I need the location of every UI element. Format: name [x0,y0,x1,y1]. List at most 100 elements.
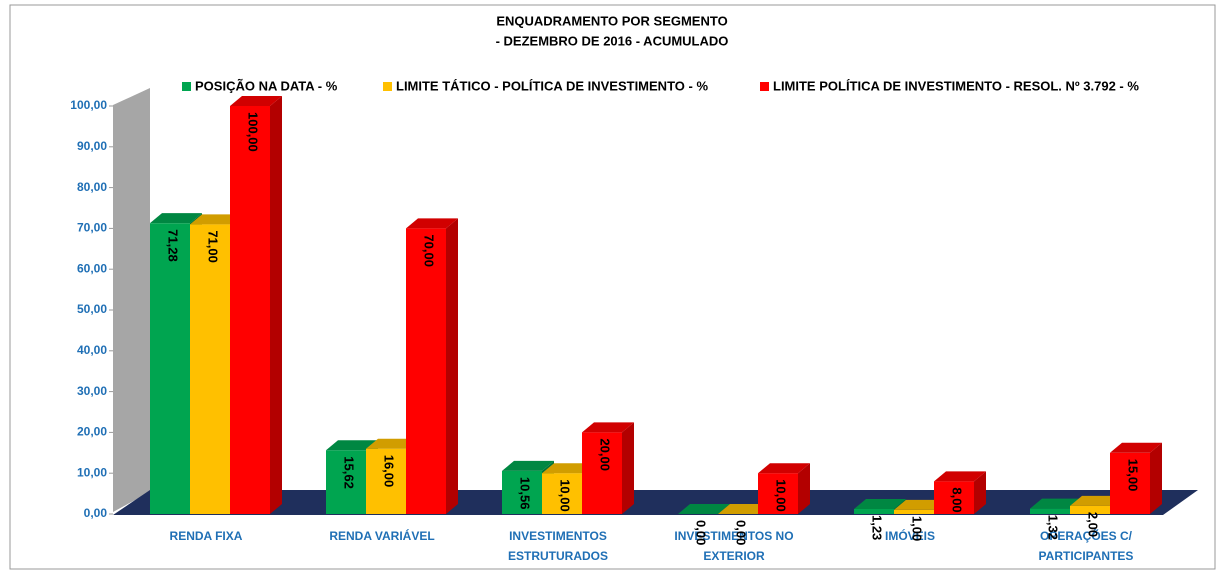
bar-side [798,463,810,514]
bar-top [934,471,986,482]
bar [718,504,770,514]
bar [758,463,810,514]
bar [934,471,986,514]
data-label: 70,00 [422,234,437,267]
bar-front [326,450,366,514]
legend-label: POSIÇÃO NA DATA - % [195,78,338,93]
data-label: 15,00 [1126,459,1141,492]
bar-top [230,96,282,106]
bar-top [718,504,770,514]
data-label: 1,00 [910,516,925,541]
x-tick-line: RENDA FIXA [170,529,243,543]
bar-top [1110,442,1162,453]
x-tick-label: IMÓVEIS [885,528,935,543]
y-tick-label: 90,00 [77,139,107,153]
bar-side [1150,442,1162,514]
bar-front [366,448,406,514]
bar-front [542,473,582,514]
bar-front [1070,505,1110,514]
bar [1110,442,1162,514]
bar [678,504,730,514]
bar-top [678,504,730,514]
bar-top [326,440,378,451]
y-tick-label: 80,00 [77,180,107,194]
x-tick-line: IMÓVEIS [885,528,935,543]
chart-title: ENQUADRAMENTO POR SEGMENTO [496,13,727,28]
bar-top [894,499,946,510]
bar-top [1030,498,1082,509]
bar-front [894,509,934,514]
x-tick-label: RENDA VARIÁVEL [329,528,434,543]
y-tick-label: 20,00 [77,425,107,439]
legend-label: LIMITE TÁTICO - POLÍTICA DE INVESTIMENTO… [396,78,708,93]
x-tick-label: INVESTIMENTOS ESTRUTURADOS [508,529,608,563]
data-label: 0,00 [734,520,749,545]
bar-top [366,438,418,449]
data-label: 71,00 [206,230,221,263]
data-label: 100,00 [246,112,261,152]
bar [582,422,634,514]
data-label: 1,23 [870,515,885,540]
bar-top [582,422,634,433]
bar-front [1030,508,1070,514]
x-tick-label: INVESTIMENTOS NO EXTERIOR [674,529,793,563]
x-tick-line: ESTRUTURADOS [508,549,608,563]
chart-subtitle: - DEZEMBRO DE 2016 - ACUMULADO [496,33,729,48]
x-tick-line: INVESTIMENTOS NO [674,529,793,543]
x-tick-label: RENDA FIXA [170,529,243,543]
bar-top [150,213,202,224]
y-tick-label: 50,00 [77,302,107,316]
y-tick-label: 60,00 [77,261,107,275]
y-tick-label: 10,00 [77,465,107,479]
data-label: 16,00 [382,455,397,488]
legend-swatch [383,82,392,91]
bar-front [582,432,622,514]
bar-front [758,473,798,514]
back-wall [113,88,150,512]
bar-side [446,218,458,514]
x-tick-line: OPERAÇÕES C/ [1040,528,1133,543]
y-tick-label: 0,00 [84,506,108,520]
bar-top [502,460,554,471]
bar-top [542,463,594,474]
bar-top [758,463,810,474]
bar-top [1070,495,1122,506]
data-label: 10,56 [518,477,533,510]
data-label: 0,00 [694,520,709,545]
bar-front [934,481,974,514]
x-tick-line: INVESTIMENTOS [509,529,607,543]
data-label: 10,00 [774,479,789,512]
data-label: 10,00 [558,479,573,512]
bar-top [190,214,242,225]
y-tick-label: 70,00 [77,221,107,235]
legend-swatch [760,82,769,91]
bar-front [406,228,446,514]
bar-front [190,224,230,514]
x-tick-line: EXTERIOR [703,549,765,563]
x-tick-line: RENDA VARIÁVEL [329,528,434,543]
bar-top [406,218,458,229]
data-label: 15,62 [342,456,357,489]
bar-front [230,106,270,514]
data-label: 71,28 [166,229,181,262]
data-label: 20,00 [598,438,613,471]
bar-top [854,498,906,509]
y-tick-label: 40,00 [77,343,107,357]
data-label: 2,00 [1086,512,1101,537]
bar-front [150,223,190,514]
x-tick-line: PARTICIPANTES [1039,549,1134,563]
legend-label: LIMITE POLÍTICA DE INVESTIMENTO - RESOL.… [773,78,1139,93]
legend-swatch [182,82,191,91]
bar-front [854,508,894,514]
data-label: 1,32 [1046,515,1061,540]
bar-front [502,470,542,514]
bar-side [974,471,986,514]
bar [230,96,282,514]
y-tick-label: 30,00 [77,384,107,398]
x-tick-label: OPERAÇÕES C/PARTICIPANTES [1039,528,1134,563]
bar-side [622,422,634,514]
bar-front [1110,452,1150,514]
y-tick-label: 100,00 [70,98,107,112]
bar [406,218,458,514]
